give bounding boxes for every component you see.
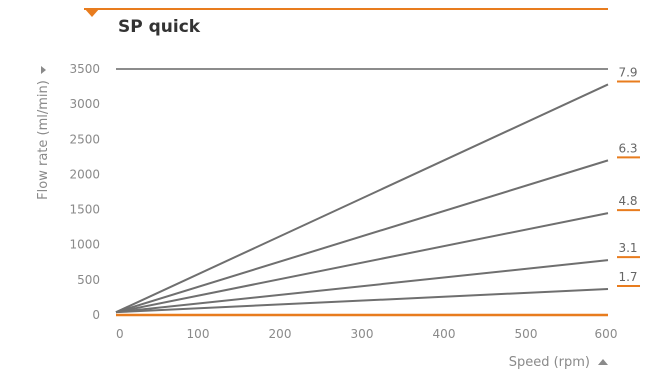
y-tick-labels: 0 500 1000 1500 2000 2500 3000 3500 [69, 62, 100, 322]
chart-title: SP quick [118, 17, 201, 37]
series-label: 4.8 [618, 194, 637, 208]
x-tick-label: 200 [269, 327, 292, 341]
series-labels: 7.9 6.3 4.8 3.1 1.7 [617, 65, 640, 287]
y-tick-label: 0 [92, 308, 100, 322]
x-tick-label: 600 [595, 327, 618, 341]
series-label: 6.3 [618, 141, 637, 155]
series-line [115, 259, 609, 314]
series-label: 3.1 [618, 241, 637, 255]
y-tick-label: 1000 [69, 238, 100, 252]
series-label: 1.7 [618, 270, 637, 284]
x-axis-label: Speed (rpm) [509, 355, 590, 370]
series-line [115, 212, 609, 314]
y-tick-label: 1500 [69, 203, 100, 217]
y-tick-label: 3000 [69, 97, 100, 111]
y-tick-label: 3500 [69, 62, 100, 76]
y-axis-label: Flow rate (ml/min) [36, 80, 51, 200]
x-axis-arrow-icon [598, 359, 608, 365]
series-line [115, 83, 609, 314]
title-marker-icon [84, 8, 100, 17]
y-tick-label: 2000 [69, 167, 100, 181]
x-tick-label: 0 [116, 327, 124, 341]
y-axis-arrow-icon [41, 66, 46, 74]
x-tick-label: 300 [351, 327, 374, 341]
series-label: 7.9 [618, 65, 637, 79]
series-line [115, 287, 609, 314]
x-tick-label: 400 [433, 327, 456, 341]
y-tick-label: 2500 [69, 132, 100, 146]
x-tick-labels: 0 100 200 300 400 500 600 [116, 327, 617, 341]
series-lines [115, 83, 609, 314]
series-line [115, 159, 609, 314]
x-tick-label: 100 [187, 327, 210, 341]
y-tick-label: 500 [77, 273, 100, 287]
x-tick-label: 500 [515, 327, 538, 341]
